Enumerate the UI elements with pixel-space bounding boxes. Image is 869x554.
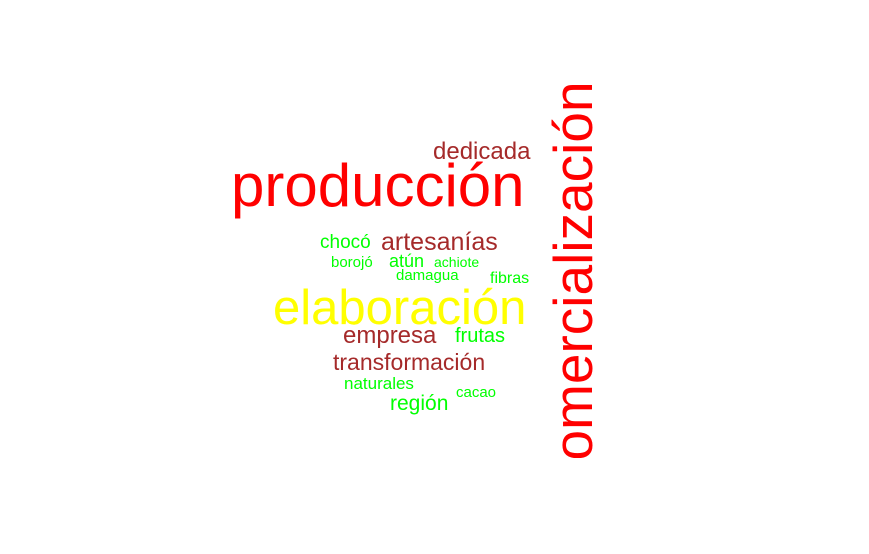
word-dedicada: dedicada (433, 138, 531, 165)
word-damagua: damagua (396, 267, 459, 284)
word-cacao: cacao (456, 384, 497, 401)
word-achiote: achiote (434, 254, 480, 270)
word-fibras: fibras (490, 270, 530, 287)
word-comercializacion-clip: comercialización (548, 70, 610, 458)
word-produccion: producción (231, 152, 525, 219)
word-naturales: naturales (344, 374, 414, 393)
word-atun: atún (389, 251, 425, 271)
word-frutas: frutas (455, 325, 506, 347)
word-artesanias: artesanías (381, 228, 498, 256)
word-empresa: empresa (343, 322, 437, 349)
word-borojo: borojó (331, 254, 373, 271)
word-region: región (390, 392, 449, 415)
word-comercializacion: comercialización (548, 81, 604, 458)
word-elaboracion: elaboración (273, 281, 527, 335)
word-transformacion: transformación (333, 349, 486, 375)
word-choco: chocó (320, 232, 371, 253)
